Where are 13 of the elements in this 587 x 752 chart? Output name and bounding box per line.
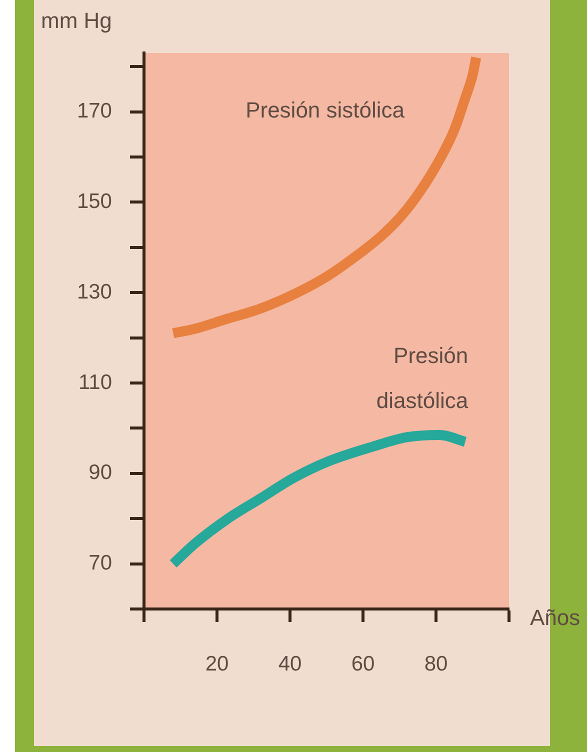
y-tick-label: 130 [76,280,112,304]
x-tick-label: 40 [278,652,302,676]
y-tick-label: 110 [78,370,112,394]
series-label: Presión diastólica [376,343,469,414]
y-tick-label: 90 [88,461,112,484]
y-tick-label: 70 [88,552,112,575]
text: Presión sistólica [246,97,406,122]
x-tick-label: 80 [424,652,448,676]
y-tick-label: 170 [76,100,112,123]
y-tick-label: 150 [76,190,112,213]
y-axis-title: mm Hg [41,8,112,34]
x-tick-label: 60 [351,652,375,676]
x-tick-label: 20 [205,652,229,676]
